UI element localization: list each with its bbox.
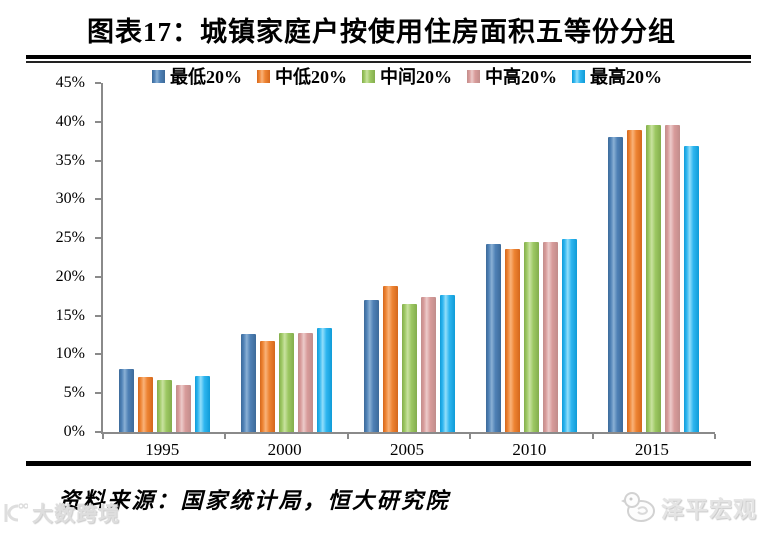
y-tick-label: 35% bbox=[55, 151, 85, 169]
bar-2010-中间20% bbox=[523, 242, 539, 432]
bar-2015-最低20% bbox=[608, 136, 624, 432]
x-tick-mark bbox=[346, 434, 349, 439]
bar-1995-中高20% bbox=[175, 384, 191, 432]
y-tick-label: 20% bbox=[55, 267, 85, 285]
bar-2015-最高20% bbox=[684, 145, 700, 432]
legend-label: 中低20% bbox=[275, 67, 347, 87]
y-tick-mark bbox=[95, 275, 101, 278]
source-text: 资料来源：国家统计局，恒大研究院 bbox=[58, 488, 451, 513]
y-tick-mark bbox=[95, 353, 101, 356]
bar-2005-最低20% bbox=[363, 300, 379, 432]
bar-1995-最低20% bbox=[118, 369, 134, 432]
bar-group-2005 bbox=[348, 83, 470, 432]
bar-2000-最低20% bbox=[241, 333, 257, 432]
y-tick-label: 45% bbox=[55, 74, 85, 91]
legend-item-4: 中高20% bbox=[467, 63, 557, 89]
bar-1995-中低20% bbox=[137, 376, 153, 432]
legend-item-2: 中低20% bbox=[257, 63, 347, 89]
bar-series-area bbox=[103, 83, 715, 432]
y-tick-mark bbox=[95, 392, 101, 395]
legend-label: 最低20% bbox=[170, 67, 242, 87]
watermark-bottom-right-label: 泽平宏观 bbox=[661, 497, 757, 522]
x-axis-label-2000: 2000 bbox=[267, 440, 302, 459]
legend-label: 中间20% bbox=[380, 67, 452, 87]
watermark-bottom-right: 泽平宏观 bbox=[620, 490, 757, 524]
x-axis-label-2010: 2010 bbox=[512, 440, 547, 459]
chart-title: 图表17：城镇家庭户按使用住房面积五等份分组 bbox=[87, 17, 676, 47]
bar-2010-中高20% bbox=[542, 242, 558, 432]
y-tick-mark bbox=[95, 159, 101, 162]
watermark-bottom-left: 大数跨境 bbox=[2, 498, 120, 528]
x-axis-label-1995: 1995 bbox=[145, 440, 180, 459]
title-divider-thick-line bbox=[26, 55, 751, 59]
y-tick-label: 0% bbox=[63, 423, 85, 440]
bar-2015-中低20% bbox=[627, 129, 643, 432]
bar-2005-中高20% bbox=[420, 297, 436, 432]
bar-2005-中间20% bbox=[401, 304, 417, 432]
y-tick-mark bbox=[95, 314, 101, 317]
y-tick-mark bbox=[95, 237, 101, 240]
legend-item-3: 中间20% bbox=[362, 63, 452, 89]
bar-group-1995 bbox=[103, 83, 225, 432]
bar-2015-中间20% bbox=[646, 124, 662, 432]
plot-area bbox=[101, 83, 716, 439]
y-tick-label: 5% bbox=[63, 384, 85, 402]
bar-2010-最低20% bbox=[485, 243, 501, 432]
y-tick-label: 10% bbox=[55, 345, 85, 363]
legend-swatch-icon bbox=[152, 69, 165, 83]
bird-icon bbox=[621, 492, 655, 522]
legend-swatch-icon bbox=[467, 69, 480, 83]
x-tick-mark bbox=[469, 434, 472, 439]
x-axis-labels: 1995 2000 2005 2010 2015 bbox=[101, 440, 713, 460]
bar-2005-中低20% bbox=[382, 286, 398, 432]
bar-1995-中间20% bbox=[156, 380, 172, 432]
y-tick-label: 15% bbox=[55, 306, 85, 324]
title-divider bbox=[26, 55, 751, 63]
x-tick-mark bbox=[102, 434, 104, 439]
y-tick-label: 40% bbox=[55, 112, 85, 130]
bar-group-2010 bbox=[470, 83, 592, 432]
x-tick-mark bbox=[591, 434, 594, 439]
y-tick-label: 30% bbox=[55, 190, 85, 208]
bar-2000-最高20% bbox=[317, 328, 333, 432]
x-tick-mark bbox=[224, 434, 227, 439]
bar-2010-中低20% bbox=[504, 248, 520, 432]
chart-legend: 最低20% 中低20% 中间20% 中高20% 最高20% bbox=[101, 63, 713, 89]
y-axis: 0% 5% 10% 15% 20% 25% 30% 35% 40% 45% bbox=[0, 74, 101, 440]
x-axis-label-2005: 2005 bbox=[390, 440, 425, 459]
bar-1995-最高20% bbox=[194, 376, 210, 432]
bar-group-2015 bbox=[593, 83, 715, 432]
bar-2000-中间20% bbox=[279, 332, 295, 432]
y-tick-mark bbox=[95, 431, 101, 433]
legend-label: 最高20% bbox=[590, 67, 662, 87]
bar-group-2000 bbox=[225, 83, 347, 432]
legend-swatch-icon bbox=[362, 69, 375, 83]
circle-logo-icon bbox=[4, 503, 28, 522]
x-tick-mark bbox=[714, 434, 716, 439]
legend-item-5: 最高20% bbox=[572, 63, 662, 89]
bar-2000-中低20% bbox=[260, 341, 276, 432]
legend-swatch-icon bbox=[257, 69, 270, 83]
y-tick-label: 25% bbox=[55, 229, 85, 247]
legend-item-1: 最低20% bbox=[152, 63, 242, 89]
y-tick-mark bbox=[95, 120, 101, 123]
y-tick-mark bbox=[95, 198, 101, 201]
legend-swatch-icon bbox=[572, 69, 585, 83]
watermark-bottom-left-label: 大数跨境 bbox=[32, 502, 120, 526]
legend-label: 中高20% bbox=[485, 67, 557, 87]
x-axis-label-2015: 2015 bbox=[634, 440, 669, 459]
y-tick-mark bbox=[95, 82, 101, 84]
bar-2000-中高20% bbox=[298, 332, 314, 432]
bar-2010-最高20% bbox=[561, 238, 577, 432]
bar-2005-最高20% bbox=[439, 294, 455, 432]
title-divider-thin-line bbox=[26, 61, 751, 63]
bar-2015-中高20% bbox=[665, 124, 681, 432]
footer-divider bbox=[26, 461, 751, 466]
